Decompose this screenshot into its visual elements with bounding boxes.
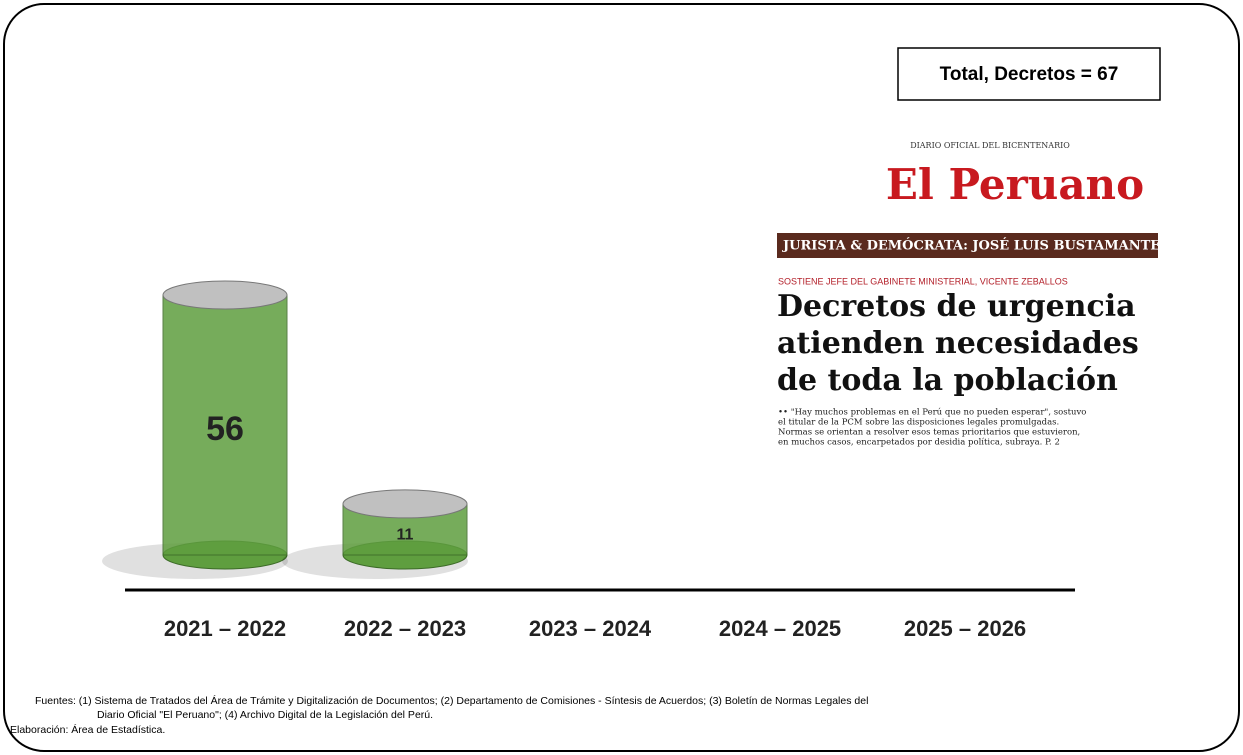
body-line: •• "Hay muchos problemas en el Perú que … xyxy=(778,407,1086,418)
newspaper: DIARIO OFICIAL DEL BICENTENARIO El Perua… xyxy=(777,140,1195,456)
total-box xyxy=(897,47,1161,101)
note: Fuentes: (1) Sistema de Tratados del Áre… xyxy=(35,694,868,707)
body-line: en muchos casos, encarpetados por desidi… xyxy=(778,437,1060,448)
headline-line: atienden necesidades xyxy=(777,326,1139,361)
x-tick-label: 2025 – 2026 xyxy=(904,616,1026,641)
note: Diario Oficial "El Peruano"; (4) Archivo… xyxy=(97,709,433,721)
body-line: Normas se orientan a resolver esos temas… xyxy=(778,428,1080,438)
body-line: el titular de la PCM sobre las disposici… xyxy=(778,418,1059,428)
newspaper-kicker: DIARIO OFICIAL DEL BICENTENARIO xyxy=(910,141,1070,150)
newspaper-overline: SOSTIENE JEFE DEL GABINETE MINISTERIAL, … xyxy=(778,276,1068,286)
newspaper-masthead: El Peruano xyxy=(886,160,1144,209)
note: Elaboración: Área de Estadística. xyxy=(10,723,165,736)
x-tick-label: 2023 – 2024 xyxy=(529,616,652,641)
cylinder-top xyxy=(342,489,468,519)
x-tick-label: 2021 – 2022 xyxy=(164,616,286,641)
value-label: 11 xyxy=(397,527,414,544)
headline-line: Decretos de urgencia xyxy=(777,289,1136,324)
newspaper-banner-bg xyxy=(777,233,1158,258)
newspaper-bg xyxy=(777,140,1158,456)
value-label: 56 xyxy=(206,410,244,448)
x-tick-label: 2024 – 2025 xyxy=(719,616,841,641)
headline-line: de toda la población xyxy=(777,363,1118,398)
x-tick-label: 2022 – 2023 xyxy=(344,616,466,641)
cylinder-top xyxy=(162,280,288,310)
newspaper-banner: JURISTA & DEMÓCRATA: JOSÉ LUIS BUSTAMANT… xyxy=(782,237,1195,254)
chart-title: Total, Decretos = 67 xyxy=(940,64,1119,85)
